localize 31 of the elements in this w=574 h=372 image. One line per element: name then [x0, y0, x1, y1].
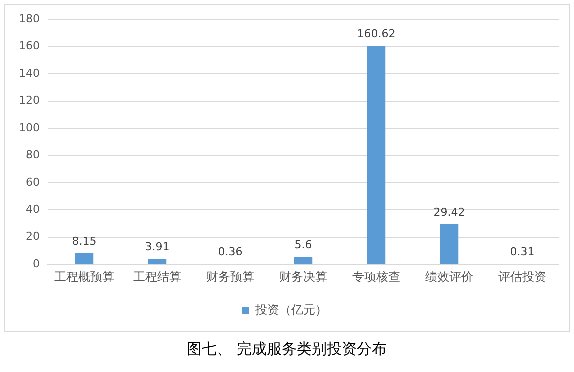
- data-label: 5.6: [294, 238, 312, 252]
- y-tick-label: 0: [32, 257, 40, 270]
- y-tick-label: 120: [18, 94, 40, 108]
- y-tick-label: 140: [18, 66, 40, 80]
- y-tick-label: 100: [18, 121, 40, 134]
- data-label: 0.31: [510, 246, 535, 259]
- text: 图七、 完成服务类别投资分布: [186, 340, 388, 359]
- x-tick-label: 专项核查: [352, 270, 400, 284]
- y-tick-label: 40: [26, 203, 40, 216]
- bar: [75, 254, 94, 264]
- y-tick-label: 160: [18, 40, 40, 53]
- bar: [367, 46, 386, 264]
- x-tick-label: 工程结算: [133, 270, 182, 284]
- y-tick-label: 60: [26, 176, 40, 189]
- y-tick-label: 180: [18, 12, 40, 26]
- x-tick-label: 财务决算: [280, 270, 328, 284]
- data-label: 29.42: [434, 206, 466, 219]
- bar: [148, 259, 167, 264]
- data-label: 160.62: [357, 27, 396, 40]
- y-tick-label: 20: [26, 230, 40, 244]
- y-tick-label: 80: [26, 148, 40, 162]
- x-tick-label: 财务预算: [206, 270, 254, 284]
- data-label: 8.15: [72, 234, 97, 248]
- legend-label: 投资（亿元）: [254, 303, 328, 318]
- x-tick-label: 评估投资: [498, 270, 546, 284]
- bar: [294, 256, 313, 264]
- data-label: 3.91: [145, 240, 170, 254]
- x-tick-label: 绩效评价: [426, 270, 474, 284]
- bar: [440, 224, 459, 264]
- data-label: 0.36: [218, 245, 243, 258]
- x-tick-label: 工程概预算: [54, 270, 114, 284]
